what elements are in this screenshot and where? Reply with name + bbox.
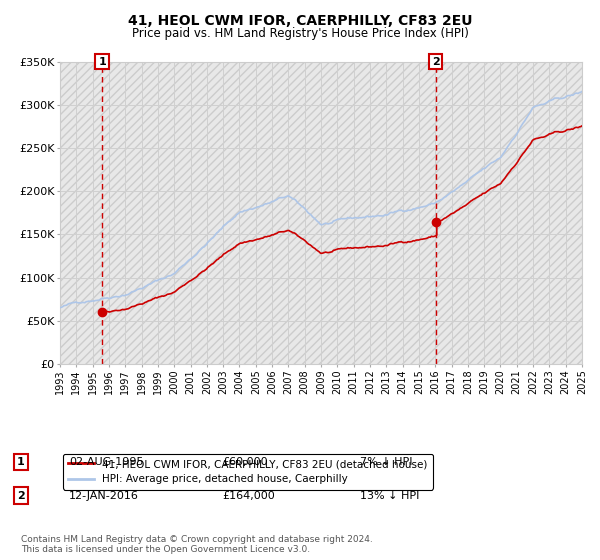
Text: Contains HM Land Registry data © Crown copyright and database right 2024.
This d: Contains HM Land Registry data © Crown c… [21,535,373,554]
Text: 13% ↓ HPI: 13% ↓ HPI [360,491,419,501]
Legend: 41, HEOL CWM IFOR, CAERPHILLY, CF83 2EU (detached house), HPI: Average price, de: 41, HEOL CWM IFOR, CAERPHILLY, CF83 2EU … [62,454,433,489]
Text: £164,000: £164,000 [222,491,275,501]
Text: Price paid vs. HM Land Registry's House Price Index (HPI): Price paid vs. HM Land Registry's House … [131,27,469,40]
Text: 1: 1 [98,57,106,67]
Text: 2: 2 [432,57,440,67]
Text: 7% ↓ HPI: 7% ↓ HPI [360,457,413,467]
Text: 41, HEOL CWM IFOR, CAERPHILLY, CF83 2EU: 41, HEOL CWM IFOR, CAERPHILLY, CF83 2EU [128,14,472,28]
Text: 1: 1 [17,457,25,467]
Text: 2: 2 [17,491,25,501]
Text: 02-AUG-1995: 02-AUG-1995 [69,457,143,467]
Text: 12-JAN-2016: 12-JAN-2016 [69,491,139,501]
Text: £60,000: £60,000 [222,457,268,467]
